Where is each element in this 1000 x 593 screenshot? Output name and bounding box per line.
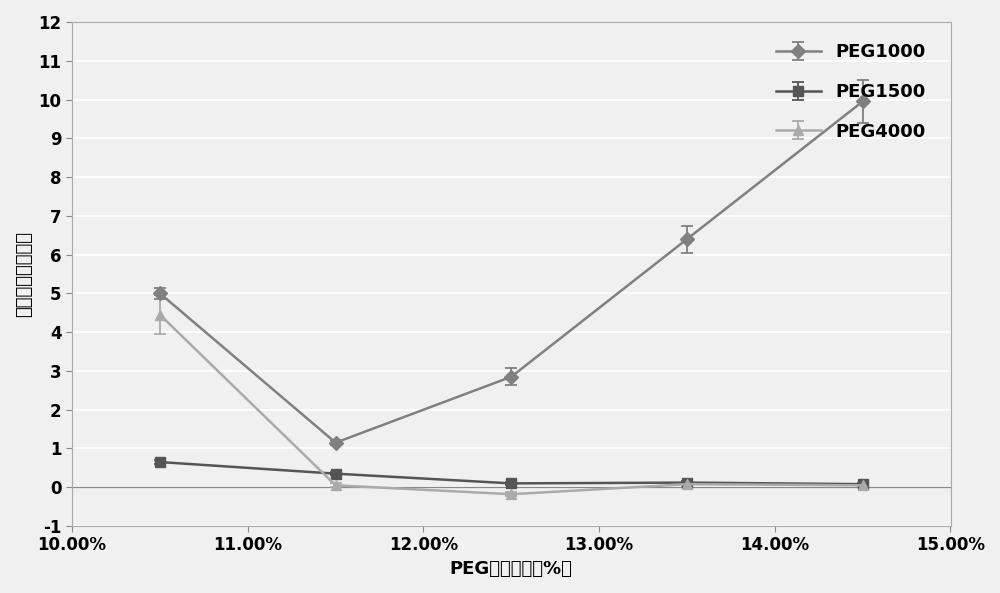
Legend: PEG1000, PEG1500, PEG4000: PEG1000, PEG1500, PEG4000	[768, 36, 933, 148]
X-axis label: PEG质量分数（%）: PEG质量分数（%）	[450, 560, 573, 578]
Y-axis label: 乳球蛋白分配系数: 乳球蛋白分配系数	[15, 231, 33, 317]
